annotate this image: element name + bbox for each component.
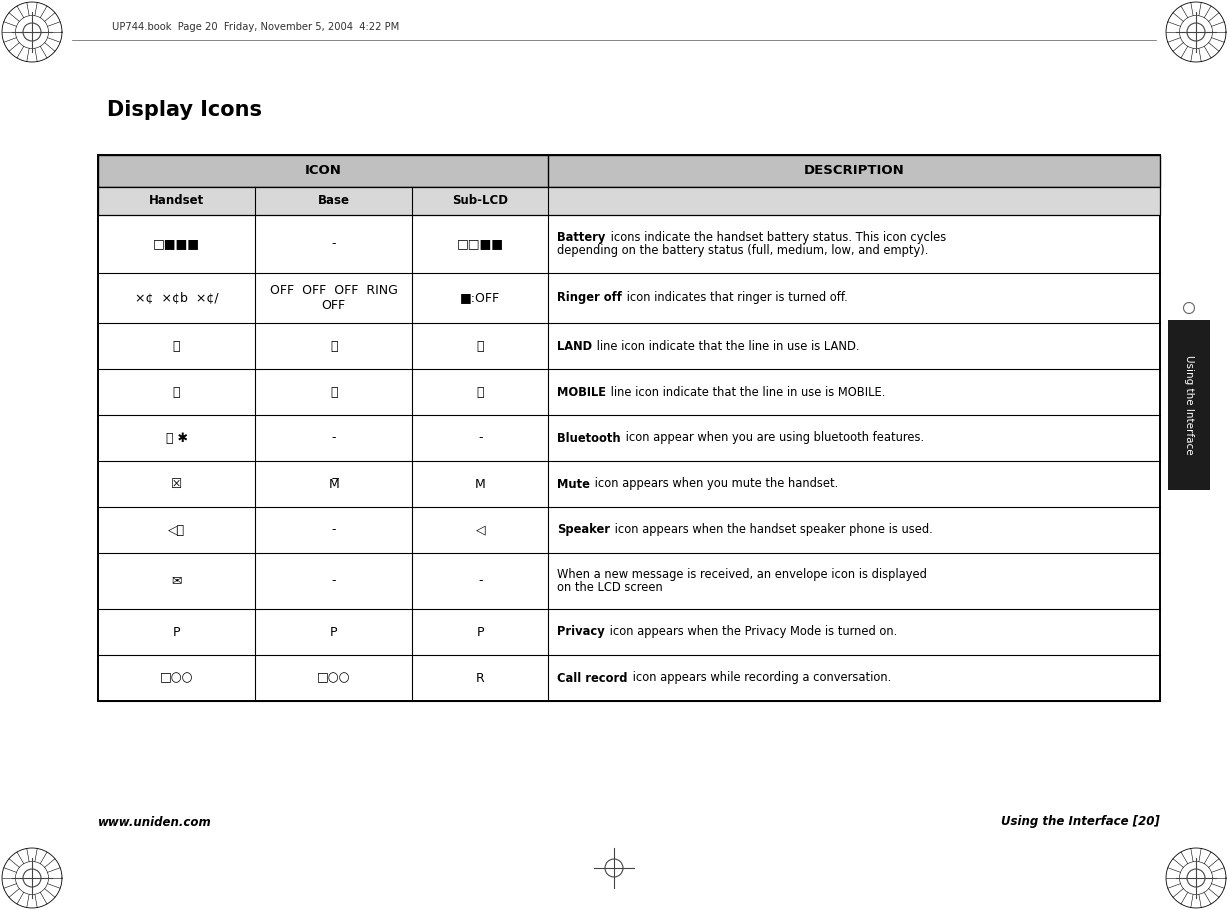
Text: -: - — [332, 574, 336, 588]
Text: LAND: LAND — [558, 339, 592, 352]
Text: Mute: Mute — [558, 478, 591, 490]
Text: ✉: ✉ — [172, 574, 182, 588]
Text: P: P — [330, 625, 338, 639]
Text: 📞: 📞 — [476, 339, 484, 352]
Text: www.uniden.com: www.uniden.com — [98, 815, 211, 828]
Text: M̅: M̅ — [328, 478, 339, 490]
Text: ⦿ ✱: ⦿ ✱ — [166, 431, 188, 444]
Text: □□■■: □□■■ — [457, 238, 503, 250]
Text: icon appear when you are using bluetooth features.: icon appear when you are using bluetooth… — [621, 431, 923, 444]
Text: Speaker: Speaker — [558, 523, 610, 537]
Text: Using the Interface: Using the Interface — [1184, 355, 1194, 455]
Text: Ringer off: Ringer off — [558, 291, 623, 305]
Text: -: - — [332, 238, 336, 250]
Text: □○○: □○○ — [317, 672, 350, 684]
Text: Battery: Battery — [558, 231, 605, 244]
Text: ◁⧖: ◁⧖ — [168, 523, 185, 537]
Text: ICON: ICON — [305, 165, 341, 177]
Text: UP744.book  Page 20  Friday, November 5, 2004  4:22 PM: UP744.book Page 20 Friday, November 5, 2… — [112, 22, 399, 32]
Text: P: P — [476, 625, 484, 639]
Text: DESCRIPTION: DESCRIPTION — [804, 165, 905, 177]
Text: line icon indicate that the line in use is LAND.: line icon indicate that the line in use … — [593, 339, 860, 352]
Bar — [98, 155, 1160, 187]
Circle shape — [1184, 302, 1195, 314]
Text: ☒: ☒ — [171, 478, 182, 490]
Bar — [98, 155, 1160, 701]
Text: 📱: 📱 — [173, 386, 181, 399]
Text: Base: Base — [318, 195, 350, 207]
Text: ◁: ◁ — [475, 523, 485, 537]
Text: ■:OFF: ■:OFF — [460, 291, 500, 305]
Text: □■■■: □■■■ — [154, 238, 200, 250]
Text: MOBILE: MOBILE — [558, 386, 607, 399]
Text: -: - — [332, 431, 336, 444]
Text: Display Icons: Display Icons — [107, 100, 262, 120]
Text: Sub-LCD: Sub-LCD — [452, 195, 508, 207]
Text: icon appears when the handset speaker phone is used.: icon appears when the handset speaker ph… — [612, 523, 933, 537]
Text: P: P — [173, 625, 181, 639]
Text: icon appears while recording a conversation.: icon appears while recording a conversat… — [629, 672, 892, 684]
Text: -: - — [478, 574, 483, 588]
Text: M: M — [475, 478, 486, 490]
Text: 📞: 📞 — [173, 339, 181, 352]
Bar — [1168, 320, 1210, 490]
Text: Using the Interface [20]: Using the Interface [20] — [1001, 815, 1160, 828]
Text: line icon indicate that the line in use is MOBILE.: line icon indicate that the line in use … — [608, 386, 885, 399]
Text: on the LCD screen: on the LCD screen — [558, 581, 663, 594]
Text: Call record: Call record — [558, 672, 628, 684]
Text: When a new message is received, an envelope icon is displayed: When a new message is received, an envel… — [558, 568, 927, 581]
Text: Handset: Handset — [149, 195, 204, 207]
Text: icon appears when the Privacy Mode is turned on.: icon appears when the Privacy Mode is tu… — [607, 625, 898, 639]
Text: icon appears when you mute the handset.: icon appears when you mute the handset. — [591, 478, 839, 490]
Text: depending on the battery status (full, medium, low, and empty).: depending on the battery status (full, m… — [558, 244, 928, 257]
Text: icons indicate the handset battery status. This icon cycles: icons indicate the handset battery statu… — [607, 231, 946, 244]
Text: icon indicates that ringer is turned off.: icon indicates that ringer is turned off… — [623, 291, 847, 305]
Text: 📱: 📱 — [476, 386, 484, 399]
Text: 📞: 📞 — [330, 339, 338, 352]
Text: Bluetooth: Bluetooth — [558, 431, 621, 444]
Bar — [98, 187, 1160, 215]
Text: □○○: □○○ — [160, 672, 193, 684]
Text: -: - — [478, 431, 483, 444]
Text: 📱: 📱 — [330, 386, 338, 399]
Text: Privacy: Privacy — [558, 625, 605, 639]
Text: OFF  OFF  OFF  RING
OFF: OFF OFF OFF RING OFF — [270, 284, 398, 312]
Text: R: R — [476, 672, 485, 684]
Text: ×¢  ×¢b  ×¢/: ×¢ ×¢b ×¢/ — [135, 291, 219, 305]
Text: -: - — [332, 523, 336, 537]
